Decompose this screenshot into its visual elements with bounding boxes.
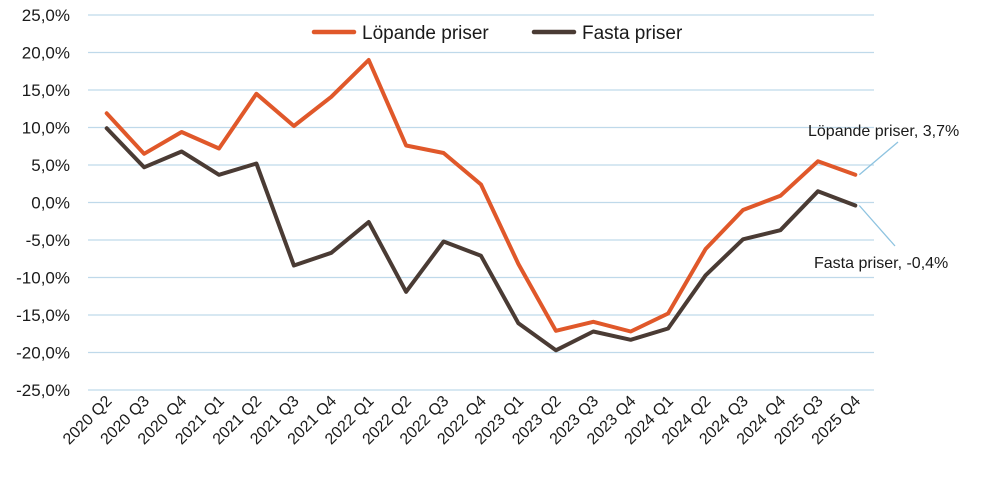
annotation-leader-line xyxy=(858,141,899,176)
series-lines xyxy=(104,58,858,353)
legend-item-1: Fasta priser xyxy=(531,23,683,44)
annotations: Löpande priser, 3,7% Fasta priser, -0,4% xyxy=(808,123,959,272)
y-axis-tick-labels: 25,0% 20,0% 15,0% 10,0% 5,0% 0,0% -5,0% -10,0% -… xyxy=(16,6,70,400)
legend: Löpande priser Fasta priser xyxy=(311,23,683,44)
y-tick-label: 15,0% xyxy=(22,81,70,100)
y-tick-label: -20,0% xyxy=(16,344,70,363)
legend-label: Fasta priser xyxy=(582,23,683,44)
y-tick-label: 10,0% xyxy=(22,119,70,138)
annotation-leader-line xyxy=(858,205,896,247)
annotation-label: Löpande priser, 3,7% xyxy=(808,123,959,140)
y-tick-label: -15,0% xyxy=(16,306,70,325)
y-tick-label: -10,0% xyxy=(16,269,70,288)
y-tick-label: 20,0% xyxy=(22,44,70,63)
series-line-1 xyxy=(104,126,858,353)
series-line-0 xyxy=(104,58,858,334)
annotation-label: Fasta priser, -0,4% xyxy=(814,255,948,272)
y-tick-label: -5,0% xyxy=(26,231,70,250)
y-tick-label: 5,0% xyxy=(31,156,70,175)
gridlines xyxy=(88,14,874,391)
y-tick-label: -25,0% xyxy=(16,381,70,400)
y-tick-label: 25,0% xyxy=(22,6,70,25)
legend-label: Löpande priser xyxy=(362,23,489,44)
legend-item-0: Löpande priser xyxy=(311,23,489,44)
y-tick-label: 0,0% xyxy=(31,194,70,213)
